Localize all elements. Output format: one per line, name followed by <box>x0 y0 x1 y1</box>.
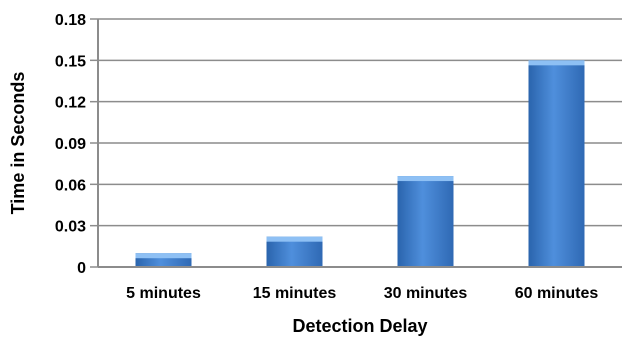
x-axis-title: Detection Delay <box>292 316 427 336</box>
y-tick-label: 0.03 <box>55 219 86 236</box>
bar <box>397 176 454 267</box>
bar <box>266 236 323 267</box>
bar-top-highlight <box>397 176 454 182</box>
y-axis-title: Time in Seconds <box>8 72 28 215</box>
y-tick-label: 0 <box>77 260 86 277</box>
y-tick-label: 0.06 <box>55 177 86 194</box>
bars <box>135 60 585 268</box>
x-tick-label: 60 minutes <box>515 285 599 302</box>
x-tick-label: 15 minutes <box>253 285 337 302</box>
bar-top-highlight <box>528 60 585 66</box>
x-tick-labels: 5 minutes 15 minutes 30 minutes 60 minutes <box>126 285 598 302</box>
y-tick-label: 0.12 <box>55 95 86 112</box>
x-tick-label: 5 minutes <box>126 285 201 302</box>
y-tick-label: 0.18 <box>55 12 86 29</box>
bar-top-highlight <box>135 253 192 259</box>
bar-top-highlight <box>266 236 323 242</box>
x-tick-label: 30 minutes <box>384 285 468 302</box>
y-tick-label: 0.09 <box>55 136 86 153</box>
y-tick-labels: 0 0.03 0.06 0.09 0.12 0.15 0.18 <box>55 12 86 277</box>
bar <box>528 60 585 268</box>
y-tick-label: 0.15 <box>55 53 86 70</box>
